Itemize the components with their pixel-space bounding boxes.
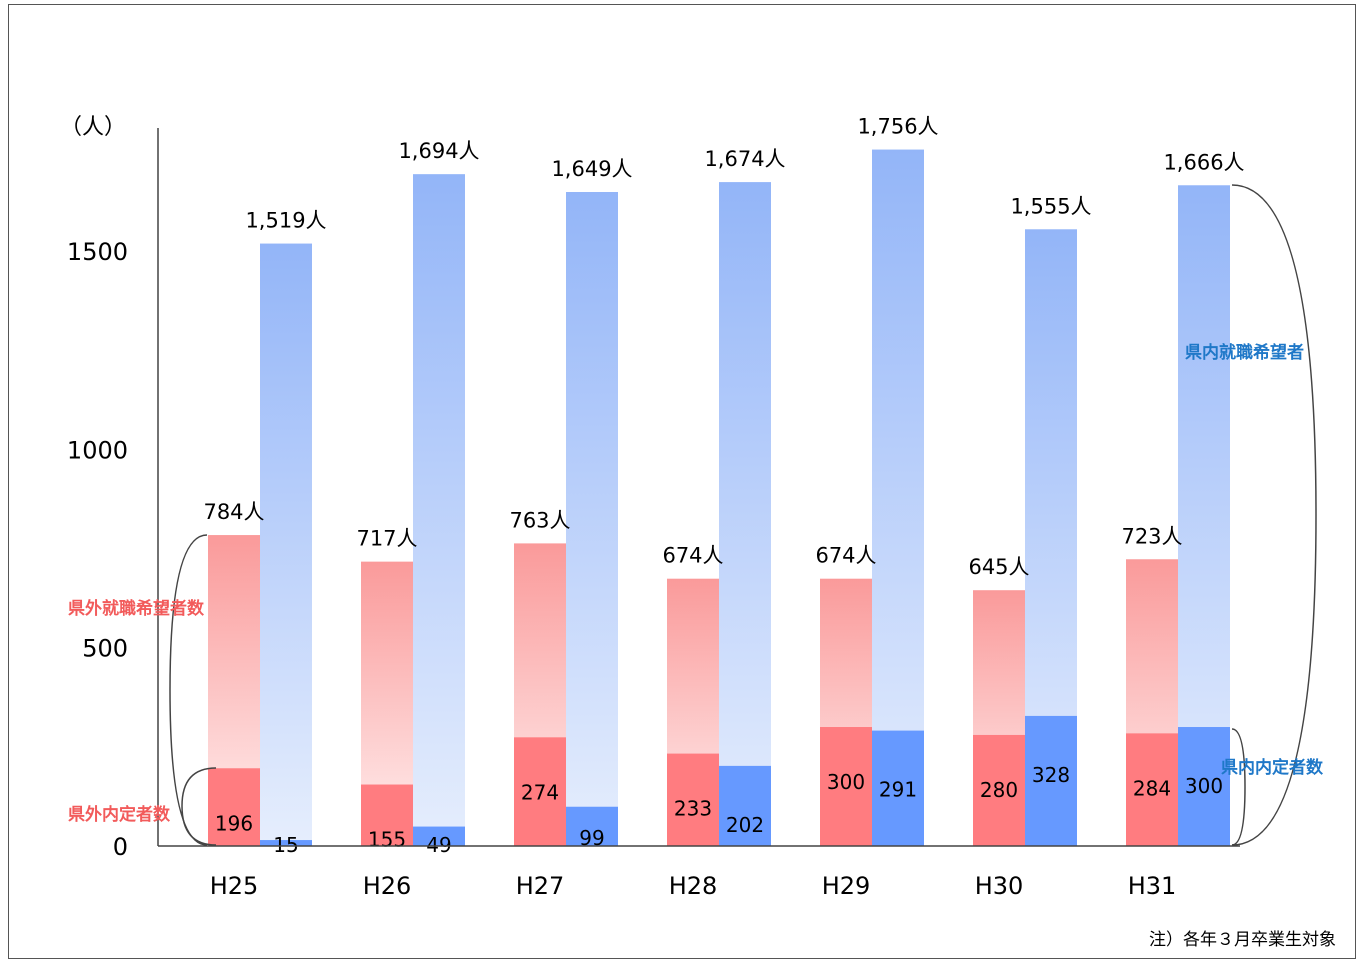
bar-kengai-naitei [208, 768, 260, 846]
data-label-kengai-kibou: 717人 [356, 527, 417, 551]
data-label-kennai-kibou: 1,756人 [857, 115, 938, 139]
x-tick-label: H30 [975, 872, 1024, 900]
x-tick-label: H31 [1128, 872, 1177, 900]
bracket-kennai-kibou [1231, 184, 1317, 846]
y-tick-label: 1500 [67, 238, 128, 266]
bar-kengai-naitei [973, 734, 1025, 846]
data-label-kengai-naitei: 155 [368, 828, 406, 852]
bar-kengai-naitei [361, 784, 413, 846]
bar-kengai-naitei [1126, 733, 1178, 846]
bracket-kengai-kibou [169, 534, 208, 846]
data-label-kengai-kibou: 645人 [968, 555, 1029, 579]
bar-kennai-naitei [719, 765, 771, 846]
bar-kennai-kibou [566, 192, 618, 847]
data-label-kennai-naitei: 202 [726, 813, 764, 837]
bar-kennai-kibou [413, 174, 465, 846]
data-label-kengai-naitei: 300 [827, 770, 865, 794]
data-label-kengai-naitei: 233 [674, 797, 712, 821]
data-label-kennai-kibou: 1,674人 [704, 147, 785, 171]
bar-kengai-naitei [514, 737, 566, 846]
x-tick-label: H27 [516, 872, 565, 900]
bar-kennai-kibou [872, 149, 924, 846]
data-label-kengai-kibou: 723人 [1121, 524, 1182, 548]
x-tick-label: H25 [210, 872, 259, 900]
data-label-kengai-kibou: 674人 [815, 544, 876, 568]
bar-kennai-naitei [1025, 715, 1077, 846]
bracket-kennai-naitei [1231, 728, 1246, 846]
legend-kennai-naitei: 県内内定者数 [1221, 757, 1324, 778]
data-label-kennai-kibou: 1,649人 [551, 157, 632, 181]
y-tick-label: 500 [82, 635, 128, 663]
x-tick-label: H28 [669, 872, 718, 900]
x-tick-label: H26 [363, 872, 412, 900]
data-label-kennai-naitei: 328 [1032, 763, 1070, 787]
bar-kennai-naitei [260, 840, 312, 846]
bar-kengai-naitei [667, 753, 719, 846]
y-tick-label: 0 [113, 833, 128, 861]
bar-kennai-naitei [1178, 727, 1230, 846]
data-label-kennai-naitei: 291 [879, 778, 917, 802]
y-axis-unit-label: （人） [60, 115, 126, 140]
data-label-kennai-naitei: 49 [426, 833, 451, 857]
bar-kennai-naitei [872, 730, 924, 846]
data-label-kennai-naitei: 300 [1185, 774, 1223, 798]
bracket-kengai-naitei [181, 767, 217, 846]
y-tick-label: 1000 [67, 436, 128, 464]
data-label-kengai-naitei: 196 [215, 811, 253, 835]
data-label-kengai-naitei: 280 [980, 778, 1018, 802]
bar-kennai-naitei [566, 806, 618, 846]
data-label-kengai-kibou: 784人 [203, 500, 264, 524]
legend-kengai-kibou: 県外就職希望者数 [68, 598, 205, 619]
data-label-kennai-kibou: 1,519人 [245, 209, 326, 233]
x-tick-label: H29 [822, 872, 871, 900]
footnote: 注）各年３月卒業生対象 [1149, 930, 1336, 950]
data-label-kengai-kibou: 674人 [662, 544, 723, 568]
bar-kennai-kibou [260, 243, 312, 847]
bar-kennai-naitei [413, 826, 465, 846]
data-label-kengai-naitei: 284 [1133, 776, 1171, 800]
data-label-kennai-kibou: 1,694人 [398, 139, 479, 163]
legend-kennai-kibou: 県内就職希望者 [1185, 342, 1304, 363]
data-label-kennai-naitei: 15 [273, 833, 298, 857]
bar-kengai-naitei [820, 727, 872, 846]
bar-kennai-kibou [719, 182, 771, 846]
legend-kengai-naitei: 県外内定者数 [68, 804, 171, 825]
data-label-kennai-kibou: 1,555人 [1010, 194, 1091, 218]
data-label-kengai-naitei: 274 [521, 780, 559, 804]
data-label-kennai-kibou: 1,666人 [1163, 150, 1244, 174]
data-label-kengai-kibou: 763人 [509, 508, 570, 532]
